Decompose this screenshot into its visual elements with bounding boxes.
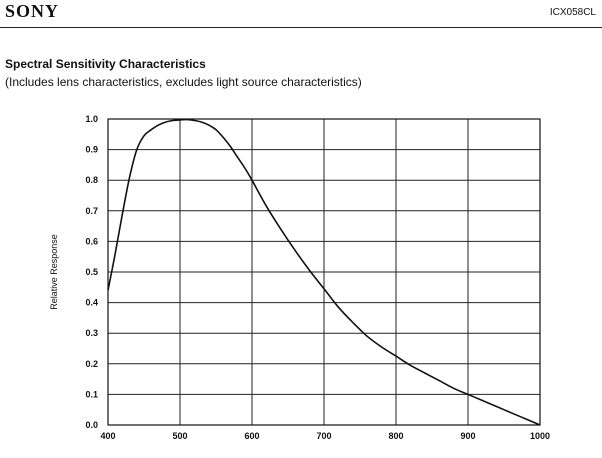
plot-frame — [107, 118, 541, 426]
y-tick-label: 0.2 — [85, 359, 98, 369]
y-tick-label: 1.0 — [85, 114, 98, 124]
chart-title: Spectral Sensitivity Characteristics — [5, 57, 206, 71]
x-tick-label: 800 — [388, 431, 403, 441]
x-tick-label: 400 — [100, 431, 115, 441]
header-divider — [0, 27, 602, 28]
model-number: ICX058CL — [549, 7, 596, 18]
x-tick-label: 900 — [460, 431, 475, 441]
y-tick-label: 0.3 — [85, 328, 98, 338]
x-axis-ticks: 400 500 600 700 800 900 1000 — [100, 431, 550, 441]
y-tick-label: 0.7 — [85, 206, 98, 216]
y-axis-label: Relative Response — [49, 234, 59, 310]
chart-subtitle: (Includes lens characteristics, excludes… — [5, 75, 362, 89]
y-axis-ticks: 0.0 0.1 0.2 0.3 0.4 0.5 0.6 0.7 0.8 0.9 1.0 — [85, 114, 98, 430]
x-tick-label: 500 — [172, 431, 187, 441]
y-tick-label: 0.8 — [85, 175, 98, 185]
y-tick-label: 0.6 — [85, 236, 98, 246]
brand-logo: SONY — [5, 1, 60, 21]
series-line — [107, 118, 541, 426]
y-tick-label: 0.9 — [85, 145, 98, 155]
y-tick-label: 0.4 — [85, 298, 98, 308]
chart-grid — [107, 118, 541, 426]
y-tick-label: 0.0 — [85, 420, 98, 430]
x-tick-label: 600 — [244, 431, 259, 441]
y-tick-label: 0.5 — [85, 267, 98, 277]
y-tick-label: 0.1 — [85, 389, 98, 399]
x-tick-label: 700 — [316, 431, 331, 441]
x-tick-label: 1000 — [530, 431, 550, 441]
